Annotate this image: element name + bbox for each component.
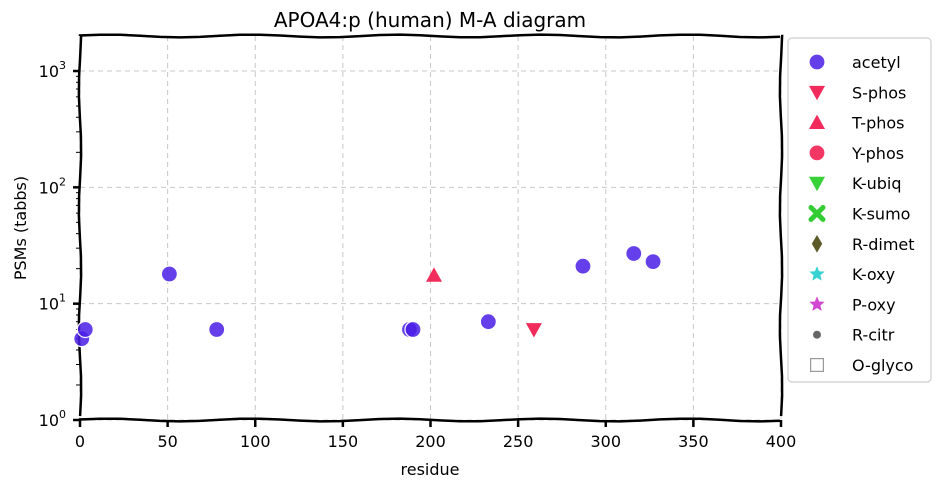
y-tick-label: 101 bbox=[39, 292, 66, 314]
legend-marker-K-sumo bbox=[808, 205, 826, 222]
legend-label-K-sumo: K-sumo bbox=[852, 205, 910, 224]
point-acetyl bbox=[644, 252, 662, 271]
point-acetyl bbox=[479, 313, 497, 331]
legend-label-acetyl: acetyl bbox=[852, 53, 901, 72]
legend-box bbox=[787, 37, 932, 383]
legend-label-S-phos: S-phos bbox=[852, 83, 906, 102]
x-tick-label: 150 bbox=[328, 432, 359, 451]
x-axis-label: residue bbox=[401, 460, 460, 479]
legend-label-P-oxy: P-oxy bbox=[852, 295, 896, 314]
point-S-phos bbox=[525, 323, 542, 338]
legend-label-R-citr: R-citr bbox=[852, 326, 895, 345]
legend-marker-K-ubiq bbox=[809, 176, 825, 192]
legend-label-T-phos: T-phos bbox=[851, 114, 905, 133]
legend-marker-T-phos bbox=[809, 114, 825, 129]
legend-items: acetyl S-phos T-phos Y-phos K-ubiq K-sumo R-di… bbox=[808, 53, 915, 375]
point-acetyl bbox=[160, 265, 178, 283]
point-acetyl bbox=[625, 244, 643, 263]
y-axis-label: PSMs (tabbs) bbox=[11, 176, 30, 280]
legend-marker-S-phos bbox=[809, 85, 825, 101]
x-tick-label: 300 bbox=[590, 432, 621, 451]
point-acetyl bbox=[404, 320, 422, 339]
x-tick-label: 0 bbox=[75, 432, 85, 451]
chart-title: APOA4:p (human) M-A diagram bbox=[274, 8, 586, 32]
frame-left bbox=[77, 34, 83, 417]
legend-label-K-ubiq: K-ubiq bbox=[852, 174, 901, 193]
legend-marker-O-glyco bbox=[809, 358, 824, 373]
point-T-phos bbox=[426, 267, 443, 282]
point-acetyl bbox=[76, 320, 94, 339]
axis-ticks: 0 50 100 150 200 250 300 350 400 100 101 102 103 bbox=[39, 59, 797, 451]
legend-marker-K-oxy bbox=[809, 266, 825, 281]
x-tick-label: 250 bbox=[503, 432, 534, 451]
y-tick-label: 100 bbox=[39, 408, 66, 430]
point-acetyl bbox=[574, 257, 592, 275]
legend-label-O-glyco: O-glyco bbox=[852, 356, 913, 375]
x-tick-label: 100 bbox=[240, 432, 271, 451]
legend-label-R-dimet: R-dimet bbox=[852, 235, 915, 254]
legend-marker-R-citr bbox=[813, 330, 821, 339]
x-tick-label: 350 bbox=[678, 432, 709, 451]
grid-layer bbox=[79, 36, 782, 421]
legend-marker-acetyl bbox=[808, 53, 826, 71]
legend-marker-K-sumo-stroke-b bbox=[808, 205, 826, 222]
data-points bbox=[73, 244, 662, 348]
frame-top bbox=[78, 33, 781, 39]
x-tick-label: 50 bbox=[157, 432, 177, 451]
legend-marker-Y-phos bbox=[808, 144, 826, 162]
x-tick-label: 200 bbox=[415, 432, 446, 451]
y-tick-label: 102 bbox=[39, 175, 66, 197]
legend: acetyl S-phos T-phos Y-phos K-ubiq K-sumo R-di… bbox=[787, 37, 932, 383]
frame-right bbox=[778, 34, 784, 417]
legend-label-K-oxy: K-oxy bbox=[852, 265, 895, 284]
legend-label-Y-phos: Y-phos bbox=[851, 144, 904, 163]
legend-marker-P-oxy bbox=[809, 296, 825, 311]
point-acetyl bbox=[208, 320, 226, 339]
x-tick-label: 400 bbox=[766, 432, 797, 451]
frame-bottom bbox=[78, 417, 781, 423]
legend-marker-R-dimet bbox=[811, 235, 823, 253]
y-tick-label: 103 bbox=[39, 59, 66, 81]
